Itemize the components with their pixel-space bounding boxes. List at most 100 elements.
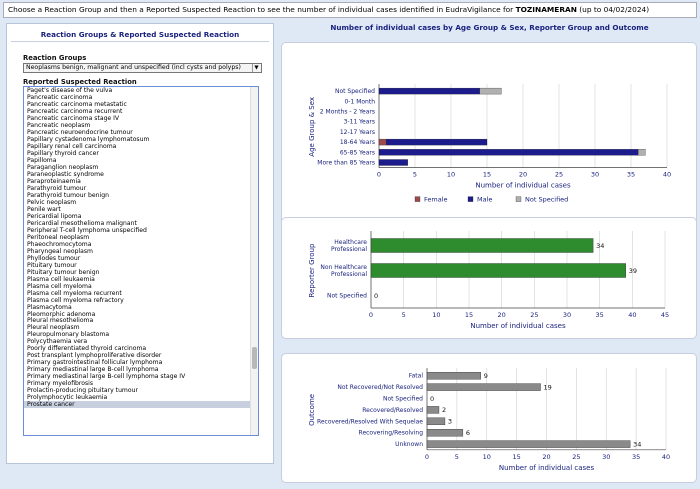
bar-male	[378, 87, 480, 95]
bar-not-specified	[479, 87, 502, 95]
x-axis-title: Number of individual cases	[475, 182, 571, 190]
list-item[interactable]: Pituitary tumour benign	[27, 268, 100, 276]
header-date-text: (up to 04/02/2024)	[576, 5, 650, 14]
category-label: Not Specified	[327, 293, 367, 300]
list-item[interactable]: Paraneoplastic syndrome	[27, 170, 104, 178]
legend-swatch	[414, 196, 421, 202]
bar	[426, 406, 440, 414]
bar-male	[378, 159, 408, 166]
data-label: 0	[374, 292, 378, 300]
x-tick-label: 20	[498, 311, 506, 319]
category-label: Healthcare	[334, 239, 367, 246]
list-item[interactable]: Pelvic neoplasm	[27, 198, 77, 206]
list-item[interactable]: Plasma cell leukaemia	[27, 275, 95, 283]
chevron-down-icon[interactable]: ▼	[252, 64, 260, 72]
bar	[426, 440, 631, 448]
data-label: 0	[430, 395, 434, 403]
legend-label: Not Specified	[525, 196, 568, 204]
list-item[interactable]: Pancreatic carcinoma	[27, 93, 93, 101]
reaction-listbox[interactable]: Paget's disease of the vulva Pancreatic c…	[23, 86, 259, 436]
category-label: Professional	[331, 271, 367, 278]
list-item[interactable]: Pericardial mesothelioma malignant	[27, 219, 137, 227]
scrollbar[interactable]	[250, 87, 258, 435]
x-axis-title: Number of individual cases	[499, 464, 595, 472]
list-item[interactable]: Post transplant lymphoproliferative diso…	[27, 352, 162, 360]
x-tick-label: 45	[661, 311, 669, 319]
charts-panel: Number of individual cases by Age Group …	[281, 21, 698, 487]
x-tick-label: 20	[519, 171, 527, 179]
list-item[interactable]: Pancreatic carcinoma metastatic	[27, 100, 127, 108]
list-item[interactable]: Pancreatic carcinoma stage IV	[27, 114, 120, 122]
list-item[interactable]: Peritoneal neoplasm	[27, 233, 90, 241]
reporter-chart-box: 0 5 10 15 20 25 30 35 40 45 Healthcare Professional…	[281, 217, 697, 339]
list-item[interactable]: Primary mediastinal large B-cell lymphom…	[27, 366, 159, 374]
list-item[interactable]: Pleural neoplasm	[27, 324, 80, 332]
list-item[interactable]: Pancreatic carcinoma recurrent	[27, 107, 123, 115]
list-item[interactable]: Pleural mesothelioma	[27, 317, 94, 325]
list-item[interactable]: Prostate cancer	[24, 401, 258, 409]
x-tick-label: 30	[602, 453, 610, 461]
list-item[interactable]: Pleomorphic adenoma	[27, 310, 96, 318]
list-item[interactable]: Parathyroid tumour benign	[27, 191, 109, 199]
list-item[interactable]: Papilloma	[27, 156, 57, 164]
list-item[interactable]: Plasma cell myeloma recurrent	[27, 289, 122, 297]
list-item[interactable]: Prolactin-producing pituitary tumour	[27, 387, 138, 395]
panel-title: Reaction Groups & Reported Suspected Rea…	[40, 30, 240, 39]
legend-swatch	[467, 196, 474, 202]
bar	[370, 263, 627, 278]
x-tick-label: 40	[628, 311, 636, 319]
list-item[interactable]: Primary myelofibrosis	[27, 380, 94, 388]
category-label: Fatal	[409, 373, 424, 380]
category-label: Recovered/Resolved With Sequelae	[317, 418, 423, 425]
list-item[interactable]: Papillary thyroid cancer	[27, 149, 99, 157]
list-item[interactable]: Pharyngeal neoplasm	[27, 247, 93, 255]
x-tick-label: 0	[369, 311, 373, 319]
age-sex-chart-box: 0 5 10 15 20 25 30 35 40 Not Specified 0-1 Month 2 …	[281, 42, 697, 230]
list-item[interactable]: Papillary renal cell carcinoma	[27, 142, 117, 150]
list-item[interactable]: Plasma cell myeloma	[27, 282, 92, 290]
x-tick-label: 35	[596, 311, 604, 319]
x-tick-label: 10	[483, 453, 491, 461]
bar	[426, 383, 541, 391]
data-label: 34	[633, 440, 641, 448]
outcome-chart-box: 0 5 10 15 20 25 30 35 40 Fatal 9 Not Recovered/Not …	[281, 353, 697, 483]
category-label: Recovering/Resolving	[359, 430, 424, 437]
list-item[interactable]: Primary mediastinal large B-cell lymphom…	[27, 373, 186, 381]
header-bar: Choose a Reaction Group and then a Repor…	[3, 2, 697, 18]
list-item[interactable]: Phyllodes tumour	[27, 254, 81, 262]
list-item[interactable]: Polycythaemia vera	[27, 338, 88, 346]
list-item[interactable]: Papillary cystadenoma lymphomatosum	[27, 135, 150, 143]
x-tick-label: 0	[377, 171, 381, 179]
reported-reaction-label: Reported Suspected Reaction	[23, 78, 137, 86]
list-item[interactable]: Peripheral T-cell lymphoma unspecified	[27, 226, 147, 234]
list-item[interactable]: Parathyroid tumour	[27, 184, 87, 192]
list-item[interactable]: Pericardial lipoma	[27, 212, 82, 220]
list-item[interactable]: Paget's disease of the vulva	[27, 87, 113, 94]
bar-male	[378, 149, 639, 156]
list-item[interactable]: Phaeochromocytoma	[27, 240, 92, 248]
bar	[426, 372, 481, 380]
reaction-selection-panel: Reaction Groups & Reported Suspected Rea…	[6, 23, 274, 464]
reaction-group-select[interactable]: Neoplasms benign, malignant and unspecif…	[23, 63, 262, 73]
list-item[interactable]: Paraproteinaemia	[27, 177, 81, 185]
list-item[interactable]: Primary gastrointestinal follicular lymp…	[27, 359, 163, 367]
data-label: 39	[629, 267, 637, 275]
data-label: 34	[596, 242, 604, 250]
list-item[interactable]: Pancreatic neoplasm	[27, 121, 91, 129]
charts-title: Number of individual cases by Age Group …	[330, 23, 649, 32]
list-item[interactable]: Pancreatic neuroendocrine tumour	[27, 128, 133, 136]
list-item[interactable]: Pituitary tumour	[27, 261, 77, 269]
list-item[interactable]: Prolymphocytic leukaemia	[27, 394, 108, 402]
list-item[interactable]: Plasmacytoma	[27, 303, 72, 311]
legend-swatch	[515, 196, 522, 202]
list-item[interactable]: Pleuropulmonary blastoma	[27, 331, 110, 339]
list-item[interactable]: Paraganglion neoplasm	[27, 163, 99, 171]
list-item[interactable]: Penile wart	[27, 205, 61, 213]
list-item[interactable]: Poorly differentiated thyroid carcinoma	[27, 345, 147, 353]
category-label: Non Healthcare	[320, 264, 367, 271]
bar-male	[386, 138, 488, 146]
x-tick-label: 30	[591, 171, 599, 179]
list-item[interactable]: Plasma cell myeloma refractory	[27, 296, 124, 304]
scrollbar-thumb[interactable]	[252, 347, 257, 369]
